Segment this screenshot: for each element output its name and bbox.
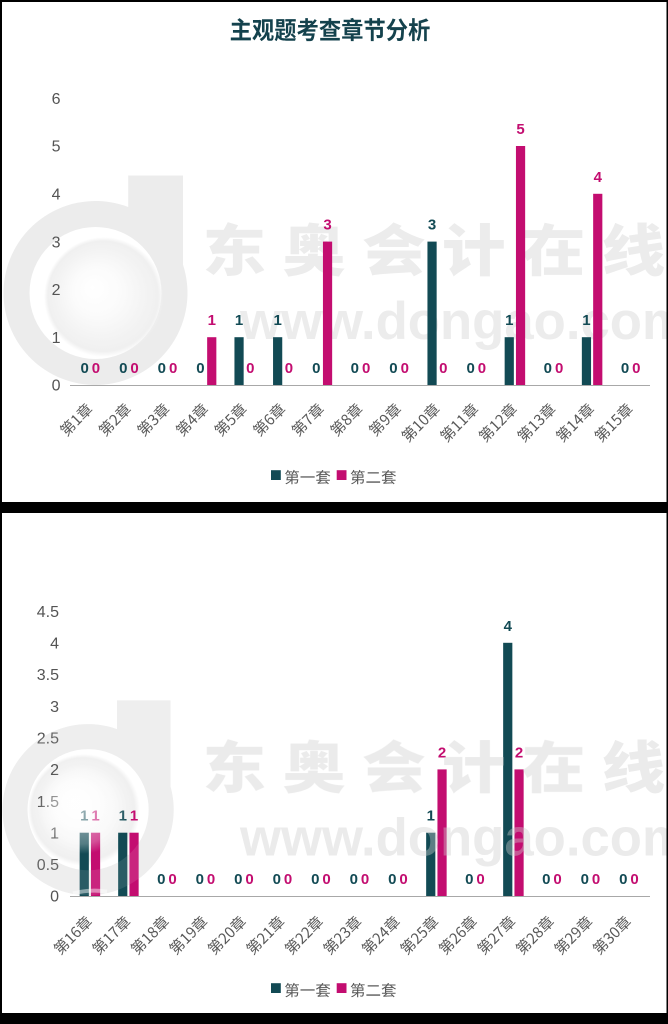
svg-text:4.5: 4.5 — [37, 604, 59, 621]
svg-text:0: 0 — [168, 871, 176, 888]
svg-text:4: 4 — [50, 636, 59, 653]
svg-text:0: 0 — [544, 360, 552, 377]
svg-text:0: 0 — [285, 360, 293, 377]
svg-text:0: 0 — [581, 871, 589, 888]
svg-text:0: 0 — [196, 871, 204, 888]
svg-text:4: 4 — [504, 618, 513, 635]
svg-text:1: 1 — [427, 808, 435, 825]
svg-text:3: 3 — [323, 217, 331, 234]
svg-text:0: 0 — [401, 360, 409, 377]
svg-text:0: 0 — [350, 871, 358, 888]
svg-text:0: 0 — [466, 360, 474, 377]
svg-text:0: 0 — [362, 360, 370, 377]
svg-text:0: 0 — [592, 871, 600, 888]
svg-text:3: 3 — [52, 234, 61, 251]
svg-text:0: 0 — [158, 360, 166, 377]
svg-text:0: 0 — [311, 871, 319, 888]
svg-text:0: 0 — [388, 871, 396, 888]
svg-text:3: 3 — [50, 699, 59, 716]
svg-text:2.5: 2.5 — [37, 730, 59, 747]
svg-text:0: 0 — [50, 889, 59, 906]
svg-text:0: 0 — [196, 360, 204, 377]
svg-text:0: 0 — [619, 871, 627, 888]
svg-text:5: 5 — [52, 139, 61, 156]
svg-text:0: 0 — [439, 360, 447, 377]
svg-text:0: 0 — [542, 871, 550, 888]
svg-text:0: 0 — [389, 360, 397, 377]
svg-text:0: 0 — [169, 360, 177, 377]
svg-text:0: 0 — [119, 360, 127, 377]
svg-text:0: 0 — [621, 360, 629, 377]
svg-text:3.5: 3.5 — [37, 667, 59, 684]
svg-text:0: 0 — [92, 360, 100, 377]
svg-text:3: 3 — [428, 217, 436, 234]
svg-text:0: 0 — [476, 871, 484, 888]
svg-text:0: 0 — [555, 360, 563, 377]
svg-text:1: 1 — [235, 312, 243, 329]
svg-text:1: 1 — [582, 312, 590, 329]
svg-text:6: 6 — [52, 91, 61, 108]
svg-text:1: 1 — [505, 312, 513, 329]
svg-text:0: 0 — [322, 871, 330, 888]
svg-text:0: 0 — [157, 871, 165, 888]
svg-text:0: 0 — [246, 360, 254, 377]
svg-text:0: 0 — [273, 871, 281, 888]
svg-text:2: 2 — [52, 282, 61, 299]
svg-text:0: 0 — [630, 871, 638, 888]
svg-text:0: 0 — [399, 871, 407, 888]
svg-text:0: 0 — [312, 360, 320, 377]
svg-text:0: 0 — [284, 871, 292, 888]
svg-text:0: 0 — [207, 871, 215, 888]
svg-text:0: 0 — [351, 360, 359, 377]
svg-text:0: 0 — [130, 360, 138, 377]
svg-text:0: 0 — [361, 871, 369, 888]
svg-text:0: 0 — [632, 360, 640, 377]
svg-text:1: 1 — [130, 808, 138, 825]
svg-text:0: 0 — [465, 871, 473, 888]
svg-text:1: 1 — [52, 330, 61, 347]
svg-text:0: 0 — [234, 871, 242, 888]
svg-text:0: 0 — [553, 871, 561, 888]
svg-text:4: 4 — [52, 187, 61, 204]
svg-text:2: 2 — [50, 762, 59, 779]
svg-text:www.dongao.com: www.dongao.com — [239, 809, 668, 868]
svg-text:0: 0 — [245, 871, 253, 888]
svg-text:0: 0 — [80, 360, 88, 377]
svg-text:5: 5 — [516, 121, 524, 138]
svg-text:1: 1 — [208, 312, 216, 329]
svg-text:1: 1 — [273, 312, 281, 329]
svg-text:0: 0 — [52, 378, 61, 395]
svg-text:www.dongao.com: www.dongao.com — [239, 292, 668, 351]
svg-text:0: 0 — [478, 360, 486, 377]
svg-text:0.5: 0.5 — [37, 857, 59, 874]
svg-text:4: 4 — [594, 169, 603, 186]
svg-text:2: 2 — [438, 744, 446, 761]
svg-text:2: 2 — [515, 744, 523, 761]
